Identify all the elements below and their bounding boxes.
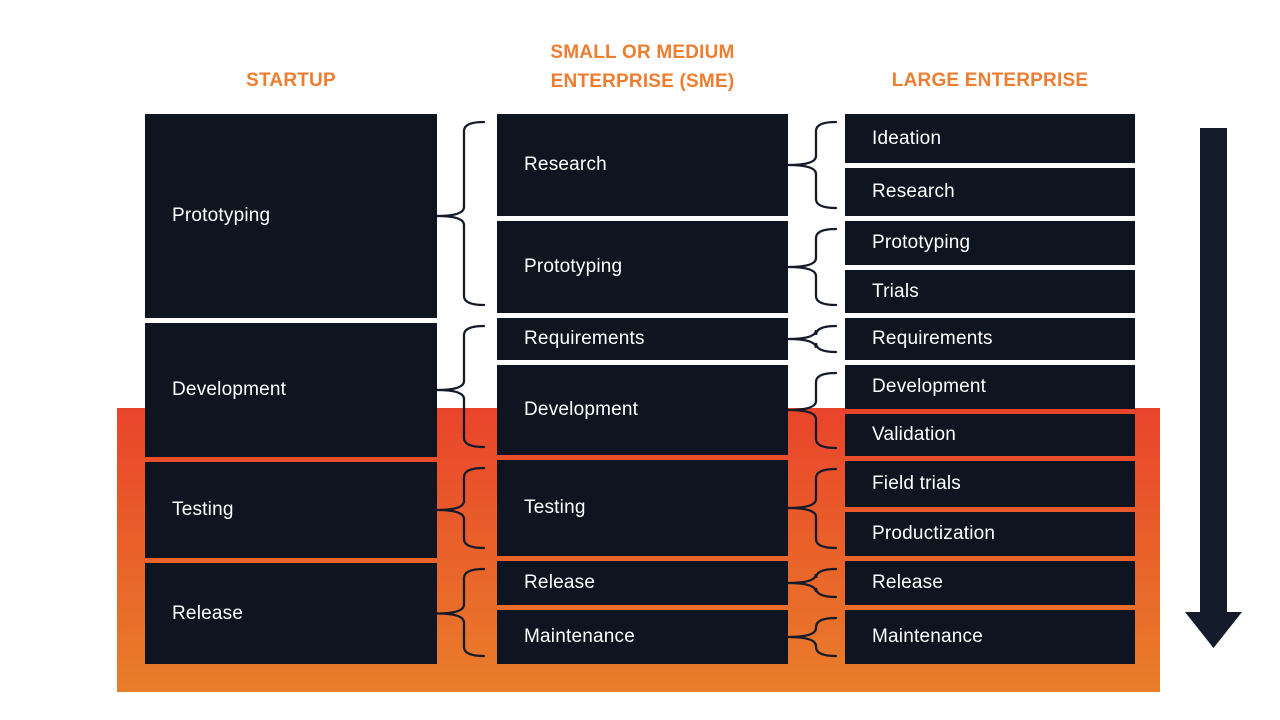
phase-label: Prototyping xyxy=(172,205,271,226)
header-sme-line1: SMALL OR MEDIUM xyxy=(550,42,735,63)
phase-sme-maintenance: Maintenance xyxy=(497,610,788,664)
phase-sme-development: Development xyxy=(497,365,788,455)
phase-sme-release: Release xyxy=(497,561,788,605)
phase-sme-research: Research xyxy=(497,114,788,216)
phase-label: Maintenance xyxy=(872,626,983,647)
phase-label: Development xyxy=(872,376,987,397)
brace-sme-research xyxy=(787,120,838,210)
phase-large-release: Release xyxy=(845,561,1135,605)
header-startup-label: STARTUP xyxy=(246,70,336,91)
phase-label: Release xyxy=(524,572,596,593)
header-large-enterprise: LARGE ENTERPRISE xyxy=(845,66,1135,95)
phase-label: Testing xyxy=(172,499,234,520)
phase-label: Prototyping xyxy=(872,232,971,253)
phase-large-ideation: Ideation xyxy=(845,114,1135,163)
phase-large-productization: Productization xyxy=(845,512,1135,556)
phase-label: Maintenance xyxy=(524,626,635,647)
phase-label: Release xyxy=(172,602,244,624)
brace-startup-prototyping xyxy=(436,120,486,307)
phase-large-validation: Validation xyxy=(845,414,1135,456)
header-sme: SMALL OR MEDIUM ENTERPRISE (SME) xyxy=(497,38,788,96)
down-arrow-icon xyxy=(1185,128,1242,648)
phase-label: Research xyxy=(524,154,607,175)
phase-large-field-trials: Field trials xyxy=(845,461,1135,507)
phase-label: Development xyxy=(524,399,639,420)
phase-sme-prototyping: Prototyping xyxy=(497,221,788,313)
phase-label: Productization xyxy=(872,523,996,544)
phase-label: Requirements xyxy=(524,328,645,349)
phase-large-maintenance: Maintenance xyxy=(845,610,1135,664)
phase-label: Prototyping xyxy=(524,256,623,277)
phase-startup-prototyping: Prototyping xyxy=(145,114,437,318)
phase-large-requirements: Requirements xyxy=(845,318,1135,360)
phase-label: Trials xyxy=(872,280,919,302)
header-sme-line2: ENTERPRISE (SME) xyxy=(550,71,735,92)
brace-sme-requirements xyxy=(787,324,838,354)
phase-large-research: Research xyxy=(845,168,1135,216)
phase-sme-requirements: Requirements xyxy=(497,318,788,360)
phase-sme-testing: Testing xyxy=(497,460,788,556)
phase-label: Development xyxy=(172,379,287,400)
brace-sme-prototyping xyxy=(787,227,838,307)
header-large-enterprise-label: LARGE ENTERPRISE xyxy=(891,70,1089,91)
phase-label: Validation xyxy=(872,424,957,445)
phase-label: Field trials xyxy=(872,473,961,494)
phase-startup-testing: Testing xyxy=(145,462,437,558)
phase-startup-release: Release xyxy=(145,563,437,664)
phase-label: Research xyxy=(872,181,955,202)
phase-label: Ideation xyxy=(872,127,942,149)
phase-label: Testing xyxy=(524,497,586,518)
header-startup: STARTUP xyxy=(145,66,437,95)
phase-startup-development: Development xyxy=(145,323,437,457)
phase-label: Release xyxy=(872,572,944,593)
column-startup: Prototyping Development Testing Release xyxy=(145,0,437,720)
phase-large-trials: Trials xyxy=(845,270,1135,313)
column-sme: Research Prototyping Requirements Developme… xyxy=(497,0,788,720)
column-large-enterprise: Ideation Research Prototyping Trials Require… xyxy=(845,0,1135,720)
phase-large-prototyping: Prototyping xyxy=(845,221,1135,265)
phase-large-development: Development xyxy=(845,365,1135,409)
phase-label: Requirements xyxy=(872,328,993,349)
